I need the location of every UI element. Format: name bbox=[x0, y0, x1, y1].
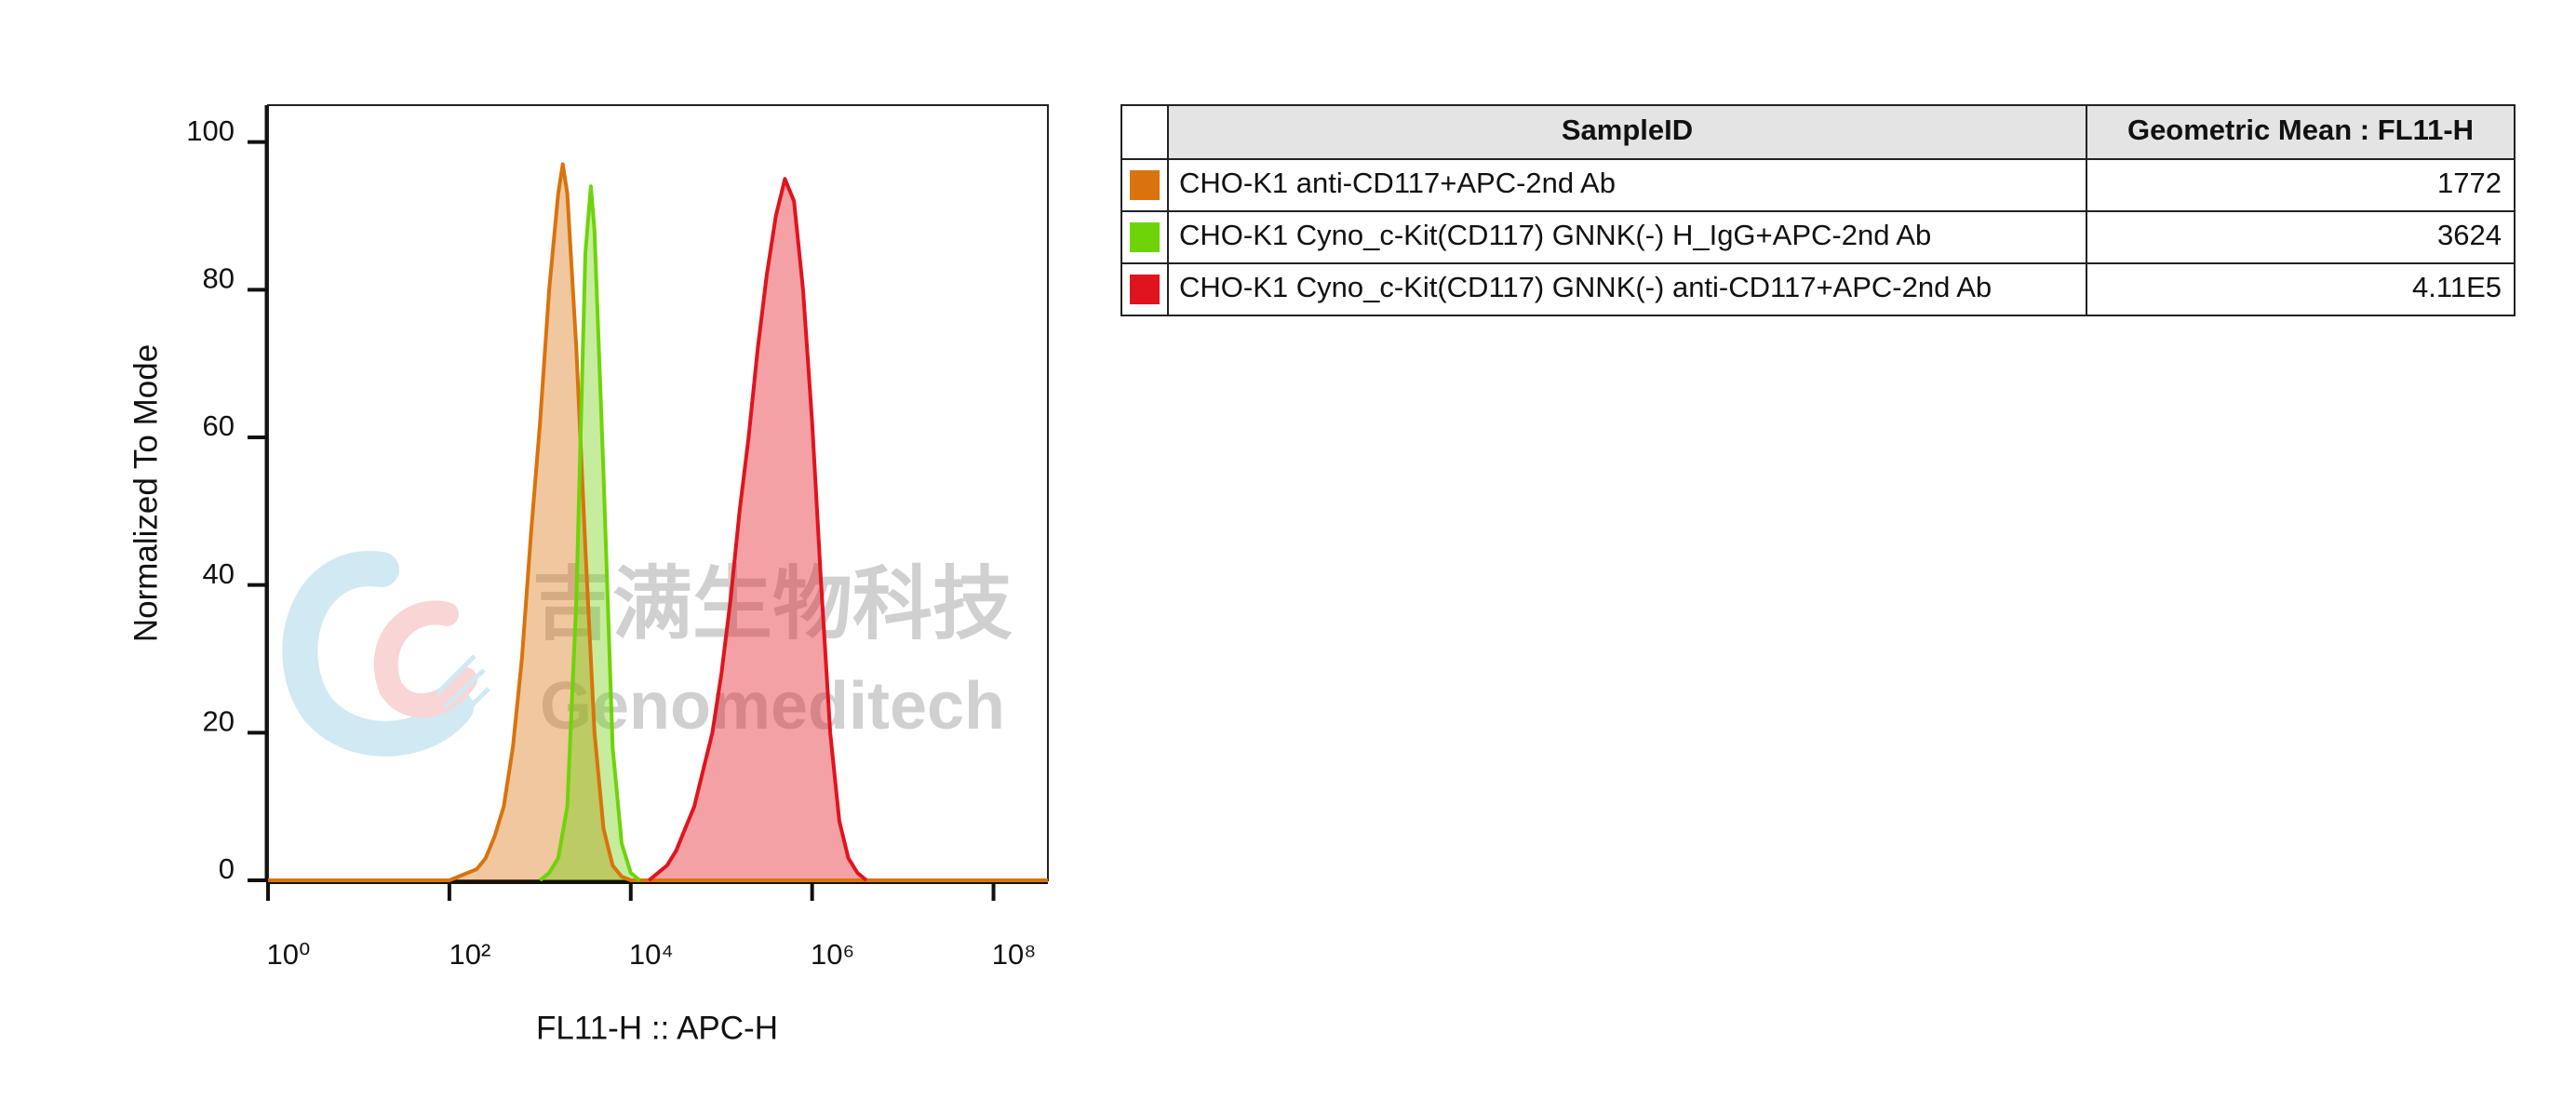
table-header: Geometric Mean : FL11-H bbox=[2127, 114, 2474, 146]
table-cell: 3624 bbox=[2437, 219, 2502, 251]
legend-label: CHO-K1 Cyno_c-Kit(CD117) GNNK(-) anti-CD… bbox=[1179, 271, 1992, 303]
x-tick-label: 10⁸ bbox=[992, 938, 1037, 971]
y-tick-label: 60 bbox=[203, 409, 235, 442]
series-line bbox=[268, 162, 1048, 882]
y-tick-label: 0 bbox=[219, 852, 235, 885]
y-tick-label: 80 bbox=[203, 262, 235, 295]
area-fills bbox=[268, 164, 1048, 881]
y-tick-label: 40 bbox=[203, 557, 235, 590]
area-fill bbox=[268, 164, 1048, 880]
y-axis-label: Normalized To Mode bbox=[127, 344, 164, 642]
table-cell: 4.11E5 bbox=[2412, 271, 2502, 303]
watermark-logo bbox=[282, 551, 490, 757]
area-lines bbox=[268, 162, 1048, 882]
area-fill bbox=[540, 186, 640, 881]
legend-swatch bbox=[1130, 170, 1160, 200]
watermark-en: Genomeditech bbox=[540, 669, 1005, 744]
plot-frame bbox=[267, 104, 1049, 881]
legend-swatch bbox=[1130, 222, 1160, 252]
y-tick-label: 20 bbox=[203, 705, 235, 738]
area-fill bbox=[649, 179, 867, 881]
x-tick-label: 10⁴ bbox=[629, 938, 674, 971]
series-line bbox=[539, 184, 641, 882]
legend-label: CHO-K1 Cyno_c-Kit(CD117) GNNK(-) H_IgG+A… bbox=[1179, 219, 1931, 251]
y-tick-label: 100 bbox=[186, 114, 235, 147]
watermark-cn: 吉满生物科技 bbox=[532, 560, 1013, 650]
legend-swatch bbox=[1130, 275, 1160, 304]
table-header-bg bbox=[1168, 105, 2515, 159]
x-axis-label: FL11-H :: APC-H bbox=[536, 1010, 778, 1046]
legend-label: CHO-K1 anti-CD117+APC-2nd Ab bbox=[1179, 167, 1616, 199]
x-tick-label: 10⁰ bbox=[267, 938, 311, 971]
table-header: SampleID bbox=[1562, 114, 1693, 146]
x-tick-label: 10² bbox=[449, 938, 490, 971]
series-line bbox=[648, 177, 868, 882]
table-cell: 1772 bbox=[2437, 167, 2502, 199]
x-tick-label: 10⁶ bbox=[811, 938, 854, 971]
